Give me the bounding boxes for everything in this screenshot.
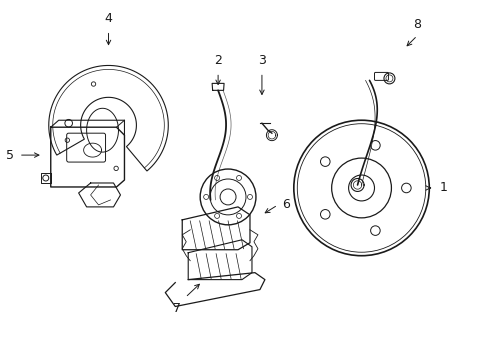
Text: 1: 1 xyxy=(438,181,446,194)
Text: 3: 3 xyxy=(258,54,265,67)
Text: 7: 7 xyxy=(173,302,181,315)
Text: 8: 8 xyxy=(412,18,421,31)
Text: 2: 2 xyxy=(214,54,222,67)
Text: 5: 5 xyxy=(6,149,14,162)
Text: 4: 4 xyxy=(104,12,112,24)
Circle shape xyxy=(42,175,49,181)
Text: 6: 6 xyxy=(281,198,289,211)
